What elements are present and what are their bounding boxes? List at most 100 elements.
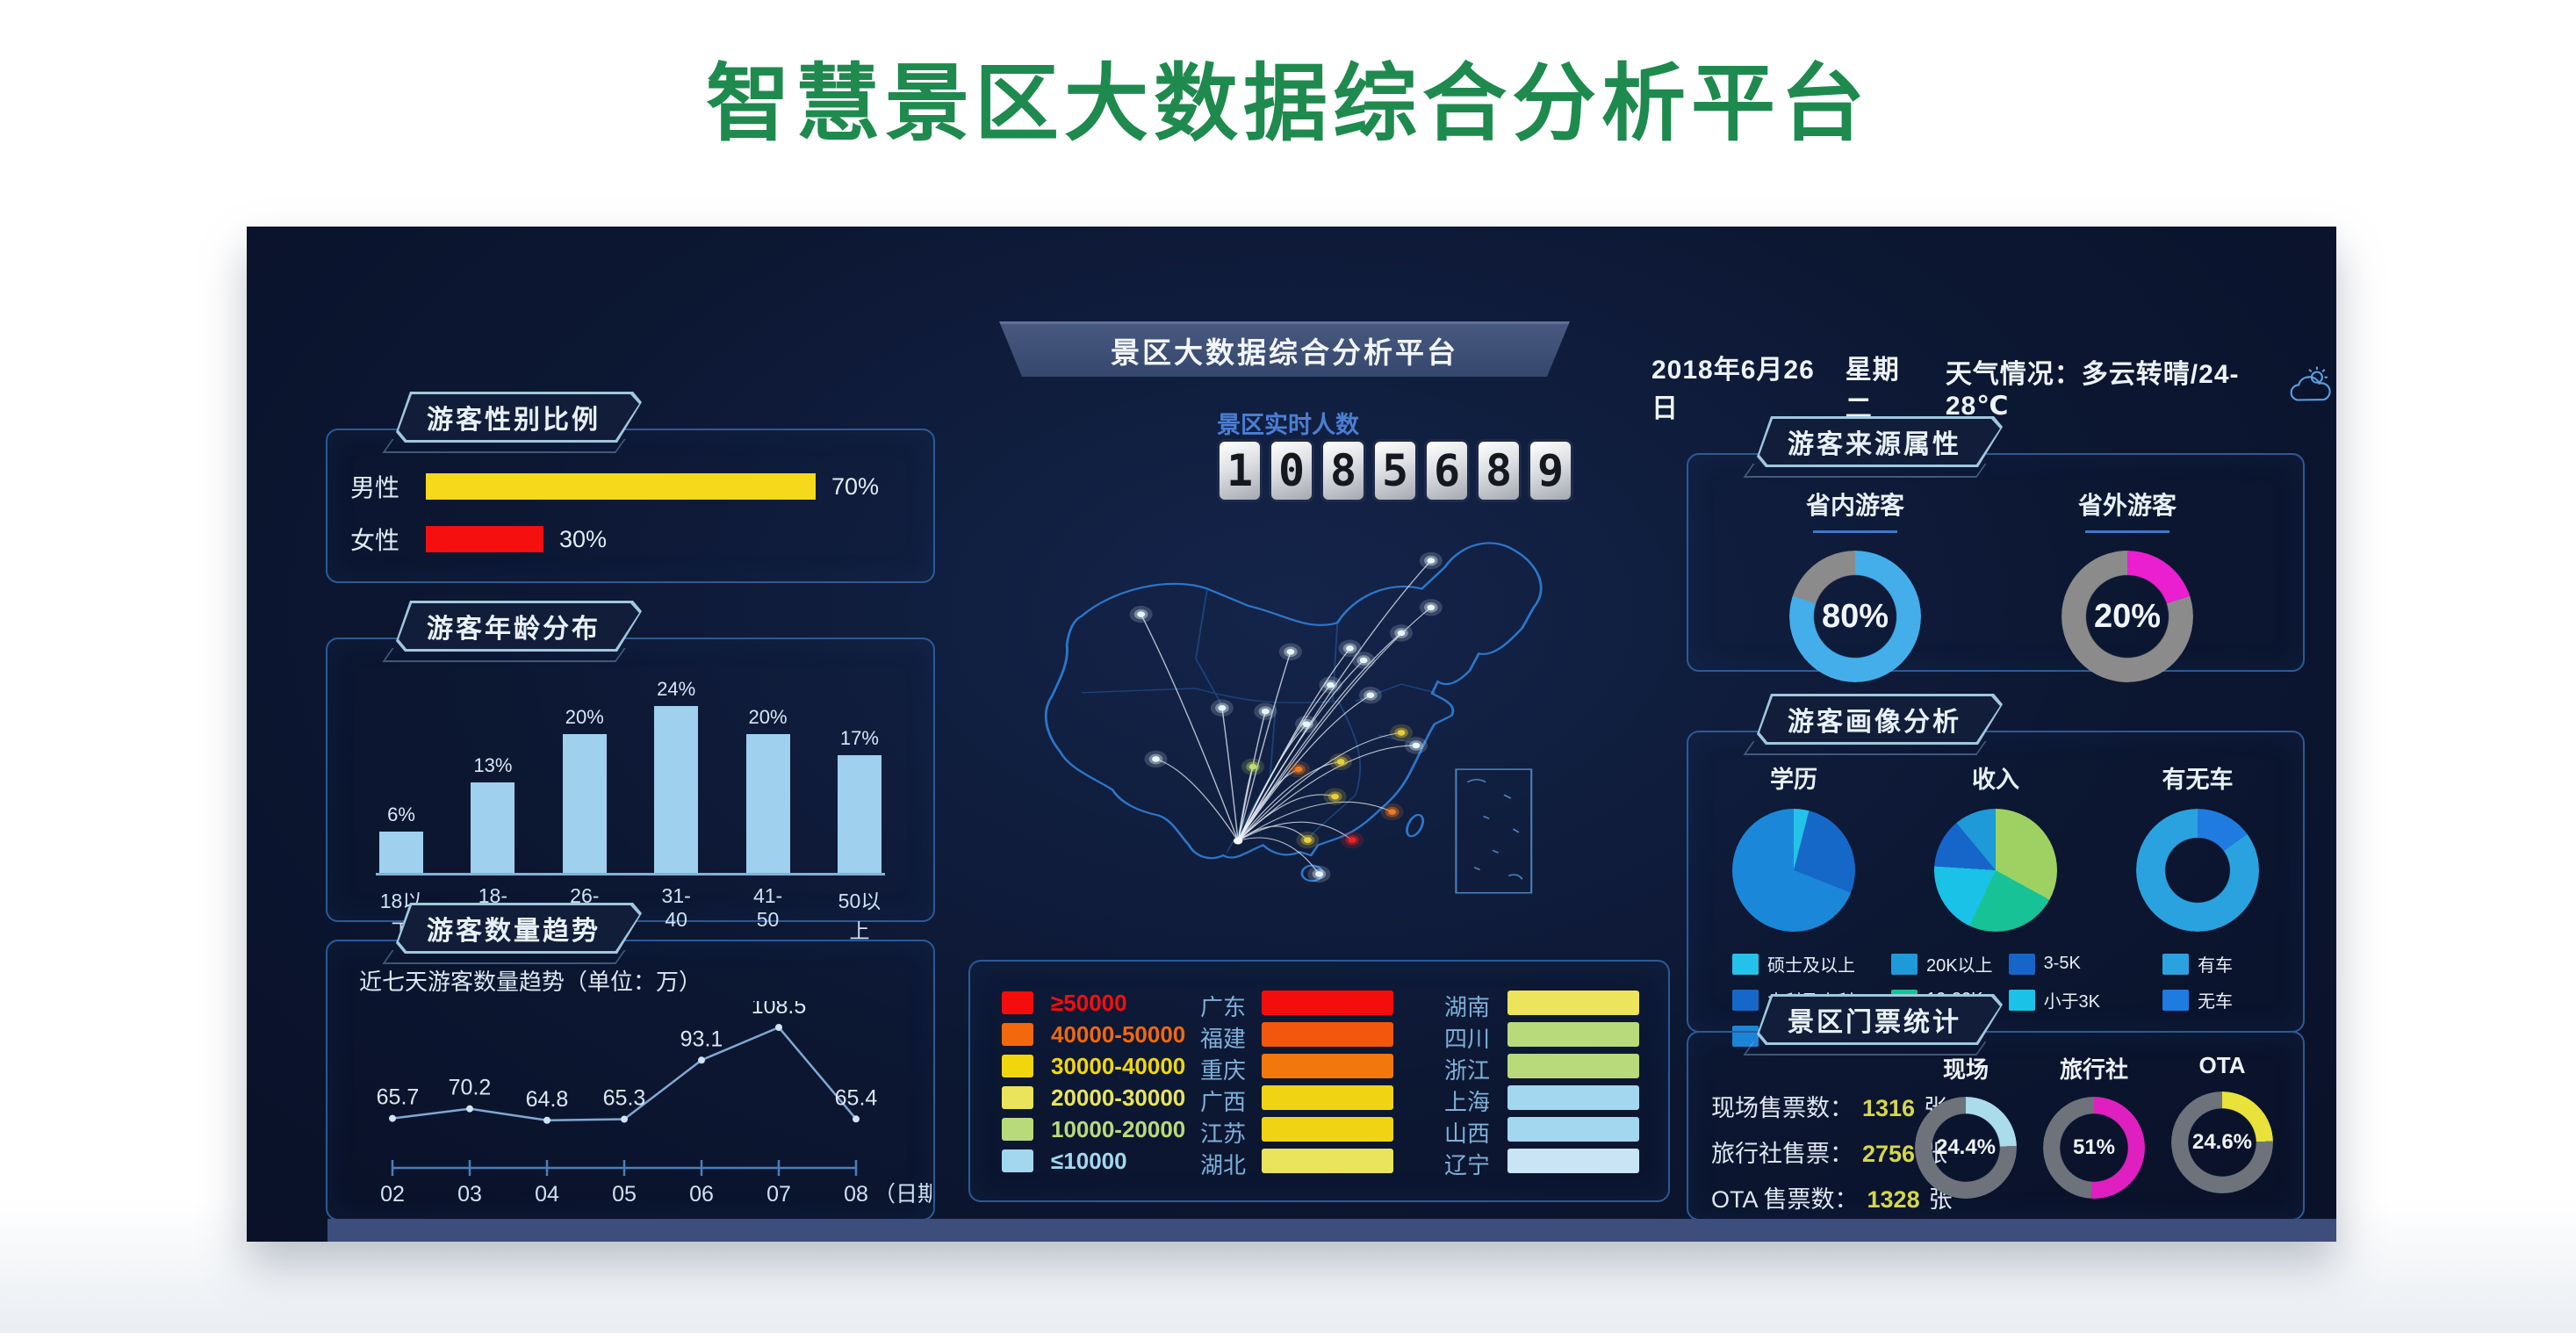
map-dot — [1346, 645, 1354, 652]
ticket-gauge-ring — [2043, 1097, 2145, 1199]
south-china-sea-inset — [1455, 768, 1533, 894]
map-dot — [1302, 721, 1311, 727]
age-bar-chart: 6%13%20%24%20%17% 18以下18-2526-3031-4041-… — [376, 669, 885, 944]
ticket-gauge: 24.6% — [2171, 1092, 2273, 1193]
age-distribution-badge: 游客年龄分布 — [396, 601, 642, 652]
trend-x-label: 06 — [689, 1182, 714, 1207]
trend-point — [621, 1115, 628, 1123]
legend-scale-swatch — [1002, 1055, 1033, 1077]
gender-label: 女性 — [350, 527, 400, 554]
flight-lines-and-dots — [1129, 551, 1443, 883]
in-province-donut — [1789, 551, 1921, 682]
flight-line — [1237, 837, 1320, 875]
ticket-stat-value: 1328 — [1867, 1186, 1920, 1213]
visitor-source-panel: 游客来源属性 省内游客 80% 省外游客 20% — [1687, 453, 2305, 682]
legend-scale-range: 30000-40000 — [1051, 1053, 1186, 1079]
flight-line — [1237, 821, 1353, 842]
legend-province-name: 湖北 — [1200, 1152, 1247, 1178]
ticket-stats-title: 景区门票统计 — [1759, 997, 2000, 1042]
map-dot — [1336, 759, 1345, 765]
visitor-source-title: 游客来源属性 — [1759, 419, 2000, 465]
legend-scale-swatch — [1002, 1149, 1033, 1172]
out-province-pct: 20% — [2093, 597, 2162, 635]
flight-line — [1140, 614, 1239, 841]
counter-digit: 8 — [1476, 439, 1522, 502]
weather-text: 天气情况：多云转晴/24-28℃ — [1945, 359, 2240, 421]
trend-point-value: 64.8 — [526, 1087, 569, 1112]
age-bar — [379, 832, 423, 873]
ticket-stat-value: 1316 — [1862, 1095, 1916, 1121]
legend-scale-range: 10000-20000 — [1051, 1116, 1186, 1142]
trend-point-value: 65.4 — [835, 1085, 878, 1110]
legend-province-name: 广东 — [1200, 994, 1247, 1020]
china-map — [1044, 542, 1543, 894]
age-bar-value: 17% — [839, 727, 879, 749]
profile-legend-label: 无车 — [2198, 992, 2233, 1012]
ticket-gauge: 24.4% — [1915, 1097, 2017, 1199]
profile-legend-swatch — [2162, 989, 2189, 1011]
legend-province-name: 山西 — [1444, 1120, 1491, 1147]
age-distribution-panel: 游客年龄分布 6%13%20%24%20%17% 18以下18-2526-303… — [326, 638, 935, 942]
profile-legend-swatch — [1890, 953, 1918, 975]
gender-ratio-title: 游客性别比例 — [399, 394, 639, 440]
trend-x-label: 02 — [380, 1182, 405, 1207]
counter-digit: 6 — [1424, 439, 1470, 502]
age-bars: 6% 13% 20% 24% 20% 17% — [376, 669, 885, 875]
visitor-profile-title: 游客画像分析 — [1759, 696, 2000, 742]
ticket-stats-panel: 景区门票统计 现场售票数：1316张旅行社售票：2756张OTA 售票数：132… — [1687, 1031, 2305, 1221]
map-dot — [1137, 611, 1146, 617]
profile-legend-swatch — [1732, 953, 1759, 975]
profile-legend: 有车 无车 — [2101, 951, 2294, 1012]
legend-scale-range: ≤10000 — [1051, 1148, 1127, 1174]
legend-province-name: 上海 — [1444, 1089, 1491, 1115]
map-dot — [1427, 558, 1436, 564]
ticket-gauge: 51% — [2043, 1097, 2145, 1199]
profile-legend-label: 硕士及以上 — [1767, 956, 1855, 976]
profile-legend-item: 有车 — [2162, 951, 2233, 976]
ticket-gauge-block: 现场 24.4% — [1904, 1052, 2027, 1199]
ticket-gauge-ring — [1915, 1097, 2017, 1199]
trend-point — [853, 1115, 860, 1123]
ticket-stat-label: 现场售票数： — [1711, 1095, 1853, 1121]
flight-line — [1237, 768, 1299, 841]
profile-legend-label: 有车 — [2198, 956, 2233, 976]
age-bar-column: 20% — [559, 706, 610, 873]
dashboard: 游客性别比例 男性 70% 女性 30% 游客年龄分布 6% 13% 20% 24% 20% 1… — [247, 227, 2336, 1242]
profile-legend-swatch — [2008, 953, 2035, 975]
legend-province-bar — [1262, 1117, 1393, 1142]
legend-scale-swatch — [1002, 1086, 1033, 1109]
legend-scale-swatch — [1002, 1118, 1033, 1141]
map-dot — [1388, 809, 1397, 815]
legend-scale-range: ≥50000 — [1051, 990, 1127, 1016]
ticket-gauge-title: 旅行社 — [2059, 1056, 2128, 1083]
in-province-underline — [1813, 530, 1897, 533]
age-bar — [562, 734, 607, 873]
age-bar-value: 6% — [387, 803, 415, 825]
gender-value: 30% — [559, 525, 608, 552]
realtime-count-label: 景区实时人数 — [1217, 412, 1359, 438]
age-distribution-title: 游客年龄分布 — [399, 603, 639, 649]
trend-x-label: 07 — [766, 1182, 791, 1207]
ticket-gauge-title: OTA — [2198, 1052, 2246, 1078]
legend-province-bar — [1507, 991, 1639, 1015]
visitor-trend-panel: 游客数量趋势 近七天游客数量趋势（单位：万） 65.7 02 70.2 03 64.8 0… — [326, 940, 935, 1221]
flight-line — [1155, 758, 1239, 841]
age-bar — [745, 734, 790, 873]
profile-pie-chart — [1934, 809, 2057, 932]
flight-line — [1237, 560, 1432, 841]
map-hub-dot — [1233, 837, 1243, 845]
out-province-donut — [2062, 551, 2193, 682]
age-bar-column: 17% — [834, 727, 885, 873]
map-dot — [1314, 871, 1323, 877]
legend-province-name: 重庆 — [1200, 1057, 1247, 1084]
trend-point — [389, 1114, 396, 1122]
map-dot — [1218, 704, 1227, 711]
profile-chart-title: 收入 — [1972, 767, 2019, 793]
legend-province-bar — [1262, 991, 1393, 1015]
legend-province-name: 福建 — [1200, 1026, 1247, 1052]
gender-ratio-panel: 游客性别比例 男性 70% 女性 30% — [326, 429, 935, 583]
legend-province-name: 江苏 — [1200, 1120, 1247, 1147]
legend-scale-swatch — [1002, 1023, 1033, 1046]
profile-chart-block: 有无车 有车 无车 — [2101, 760, 2294, 1012]
counter-digit: 0 — [1269, 439, 1314, 502]
